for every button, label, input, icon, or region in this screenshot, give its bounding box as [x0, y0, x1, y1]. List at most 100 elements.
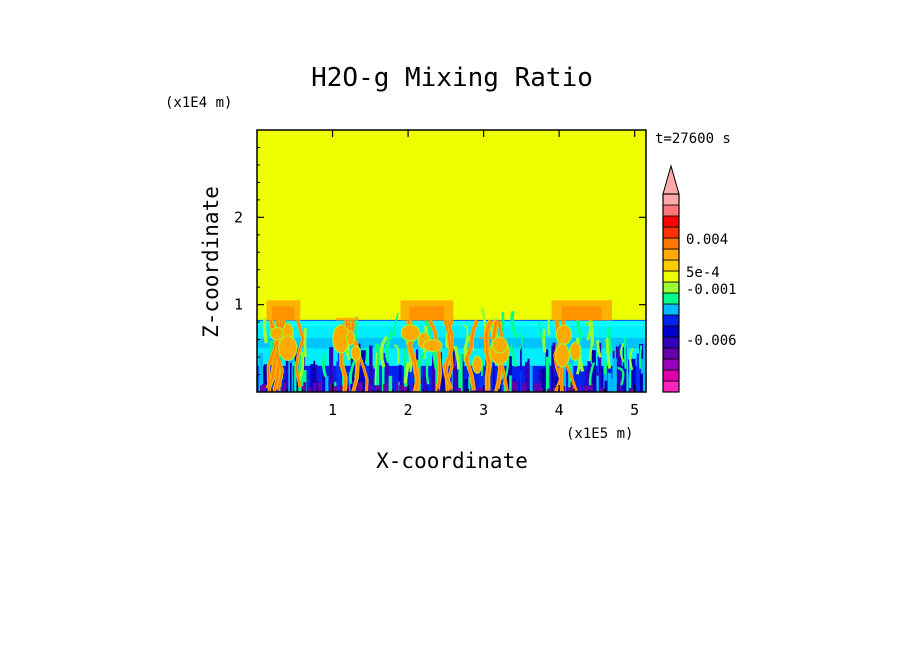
- surface-streak: [329, 347, 334, 392]
- surface-streak: [398, 385, 402, 392]
- surface-streak: [641, 358, 646, 392]
- surface-streak: [507, 356, 512, 392]
- surface-streak: [547, 388, 552, 392]
- plume-stem-core: [295, 320, 304, 388]
- plume-blob: [400, 324, 421, 342]
- surface-streak: [312, 383, 317, 392]
- moisture-wisp: [596, 340, 602, 358]
- surface-streak: [639, 373, 643, 392]
- surface-streak: [578, 385, 581, 392]
- surface-streak: [295, 369, 299, 392]
- moisture-wisp: [385, 330, 395, 364]
- surface-streak: [383, 384, 389, 392]
- x-tick-label: 2: [404, 401, 413, 419]
- time-label: t=27600 s: [655, 131, 731, 147]
- surface-streak: [337, 349, 342, 392]
- surface-streak: [383, 353, 386, 392]
- surface-streak: [480, 378, 485, 392]
- moisture-wisp: [619, 342, 626, 363]
- colorbar-segment: [662, 226, 680, 239]
- contour-field: [257, 130, 646, 392]
- surface-streak: [294, 361, 297, 392]
- surface-streak: [520, 344, 522, 392]
- surface-streak: [563, 353, 566, 392]
- surface-streak: [350, 358, 356, 392]
- surface-streak: [480, 387, 485, 392]
- moisture-wisp: [588, 362, 596, 386]
- colorbar-segment: [662, 204, 680, 217]
- plume-blob: [555, 324, 572, 346]
- surface-streak: [538, 369, 542, 392]
- surface-streak: [375, 343, 380, 392]
- surface-streak: [554, 376, 559, 392]
- colorbar-segment: [662, 336, 680, 349]
- surface-streak: [385, 357, 389, 392]
- colorbar-labels: 0.004 5e-4 -0.001 -0.006: [686, 232, 737, 349]
- surface-streak: [423, 366, 428, 392]
- surface-streak: [533, 384, 538, 392]
- surface-streak: [283, 381, 287, 392]
- y-multiplier: (x1E4 m): [165, 95, 232, 111]
- moisture-wisp: [374, 352, 378, 385]
- colorbar-tick-label: 0.004: [686, 232, 728, 248]
- colorbar-segment: [662, 281, 680, 294]
- surface-streak: [552, 342, 556, 392]
- surface-streak: [541, 368, 545, 392]
- moisture-wisp: [510, 310, 519, 339]
- colorbar-segment: [662, 314, 680, 327]
- x-tick-label: 4: [555, 401, 564, 419]
- surface-streak: [348, 371, 351, 392]
- surface-streak: [258, 353, 263, 392]
- moisture-wisp: [623, 337, 627, 369]
- plume-blob: [269, 326, 285, 341]
- x-tick-label: 1: [328, 401, 337, 419]
- surface-streak: [333, 386, 338, 392]
- surface-streak: [537, 388, 544, 392]
- surface-streak: [512, 381, 518, 392]
- moisture-wisp: [518, 332, 524, 351]
- surface-streak: [452, 348, 456, 392]
- surface-streak: [509, 375, 512, 392]
- colorbar-segment: [662, 369, 680, 382]
- colorbar-segment: [662, 380, 680, 393]
- surface-streak: [325, 376, 329, 392]
- moisture-wisp: [510, 345, 518, 368]
- surface-streak: [464, 379, 469, 392]
- surface-streak: [599, 388, 606, 392]
- surface-streak: [636, 353, 641, 392]
- surface-streak: [519, 370, 522, 392]
- plume-blob: [569, 341, 581, 361]
- y-tick-label: 2: [234, 208, 243, 226]
- plume-core: [409, 306, 445, 321]
- moisture-wisp: [373, 346, 380, 369]
- moisture-wisp: [462, 325, 469, 345]
- surface-streak: [329, 382, 332, 392]
- x-axis-label: X-coordinate: [376, 449, 528, 473]
- surface-streak: [631, 358, 636, 392]
- colorbar-tick-label: -0.006: [686, 333, 737, 349]
- moisture-wisp: [547, 318, 551, 336]
- surface-streak: [521, 386, 527, 392]
- surface-streak: [432, 353, 436, 392]
- x-tick-label: 5: [630, 401, 639, 419]
- moisture-wisp: [605, 337, 612, 369]
- surface-streak: [629, 360, 633, 392]
- plume-blob: [345, 330, 356, 346]
- colorbar-segment: [662, 325, 680, 338]
- moisture-wisp: [379, 335, 389, 368]
- surface-streak: [615, 346, 619, 392]
- surface-streak: [528, 366, 533, 392]
- field-background: [257, 130, 646, 321]
- surface-streak: [598, 343, 602, 392]
- plume-blob: [555, 343, 570, 368]
- surface-streak: [628, 387, 634, 392]
- surface-streak: [441, 375, 446, 392]
- moisture-wisp: [617, 366, 625, 386]
- surface-streak: [473, 388, 477, 392]
- plume-stem-core: [429, 320, 441, 392]
- plume-cap: [336, 317, 359, 321]
- surface-streak: [280, 386, 285, 392]
- surface-streak: [462, 354, 465, 392]
- surface-streak: [614, 344, 616, 392]
